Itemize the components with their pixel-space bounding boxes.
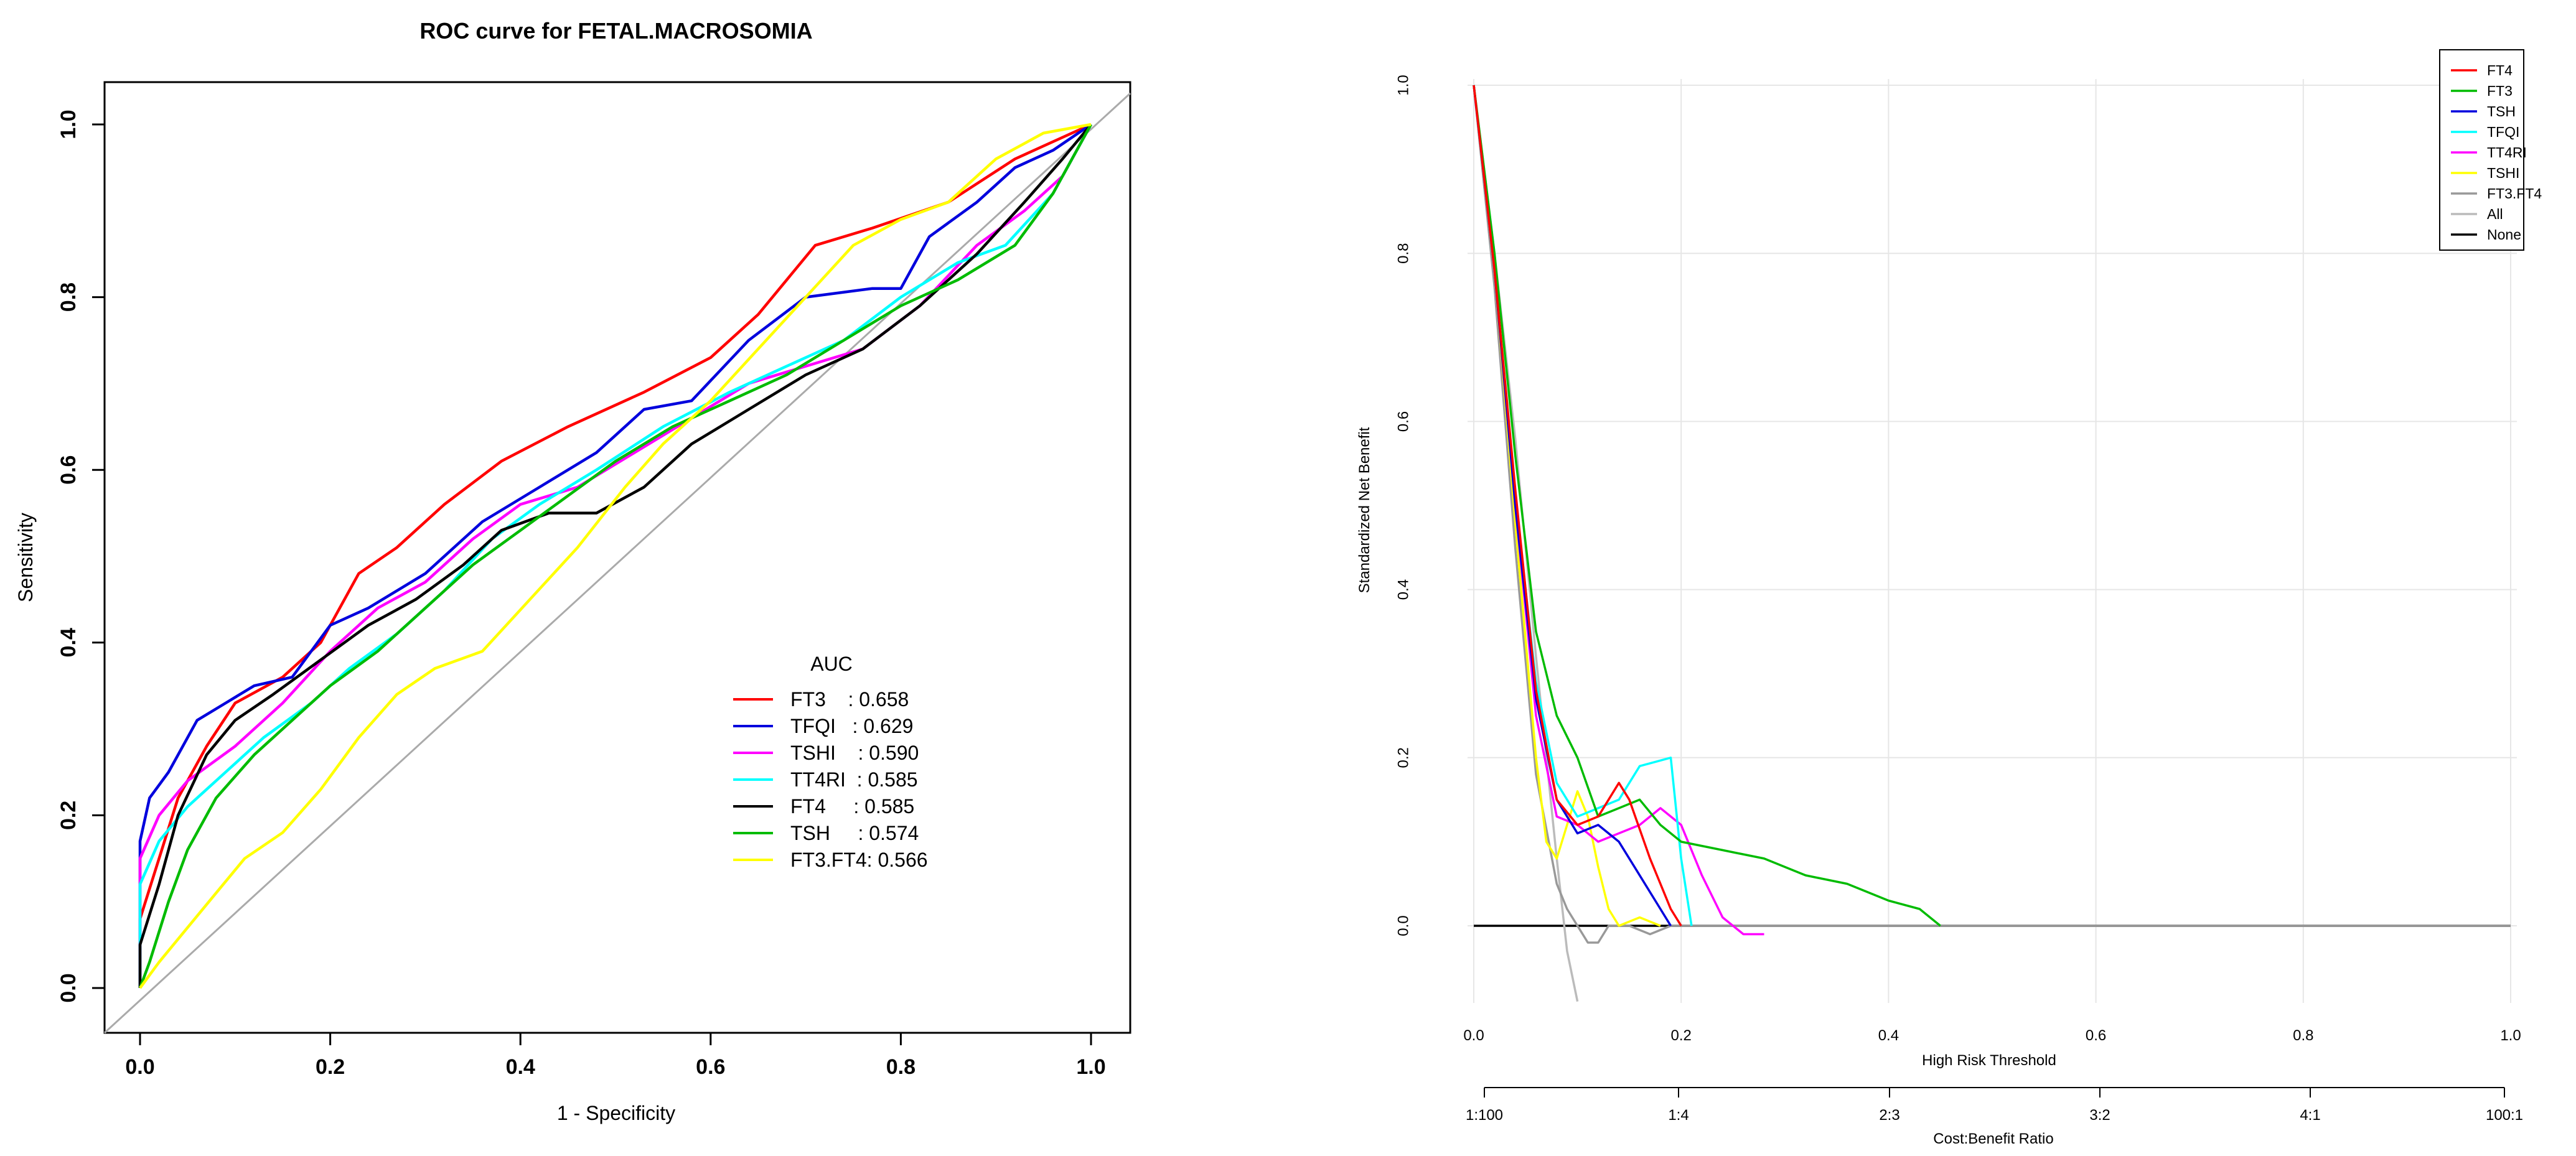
roc-legend-label-ft4: FT4 : 0.585 [790,795,914,818]
roc-y-tick-label: 0.4 [57,628,80,657]
cost-benefit-tick-label: 100:1 [2486,1107,2523,1124]
cost-benefit-axis: 1:100 1:4 2:3 3:2 4:1 100:1 [1466,1087,2523,1124]
dca-legend-label-none: None [2487,226,2521,243]
dca-x-tick-label: 0.0 [1463,1027,1484,1044]
roc-y-tick-label: 0.8 [57,282,80,312]
roc-legend-label-tfqi: TFQI : 0.629 [790,715,913,737]
roc-y-tick-label: 1.0 [57,110,80,139]
dca-chart: 0.0 0.2 0.4 0.6 0.8 1.0 0.0 0.2 0.4 0.6 0.8 1.0 Hi… [1356,49,2542,1147]
roc-diagonal [103,92,1131,1034]
roc-series-line-tfqi [138,123,1092,988]
roc-legend-label-tshi: TSHI : 0.590 [790,742,919,764]
roc-chart: ROC curve for FETAL.MACROSOMIA 0.0 0.2 0.4… [14,18,1131,1124]
roc-legend-label-tt4ri: TT4RI : 0.585 [790,768,918,791]
dca-x-tick-label: 0.8 [2293,1027,2313,1044]
dca-legend: FT4 FT3 TSH TFQI TT4RI TSHI FT3.FT4 All None [2439,49,2542,251]
dca-x-axis-label: High Risk Threshold [1922,1052,2056,1069]
dca-y-axis: 0.0 0.2 0.4 0.6 0.8 1.0 [1395,75,1412,936]
dca-series-group [1473,85,2511,1002]
dca-y-tick-label: 0.2 [1395,747,1412,768]
roc-y-tick-label: 0.2 [57,801,80,830]
dca-legend-label-tsh: TSH [2487,103,2516,119]
dca-legend-label-all: All [2487,206,2503,222]
roc-title: ROC curve for FETAL.MACROSOMIA [419,18,812,44]
dca-legend-label-ft4: FT4 [2487,62,2513,78]
roc-series-line-tsh [138,123,1092,989]
roc-x-tick-label: 0.0 [125,1055,154,1079]
roc-series-line-tshi [138,123,1092,988]
roc-x-tick-label: 0.8 [886,1055,916,1079]
dca-legend-label-tfqi: TFQI [2487,124,2519,140]
roc-legend-label-ft3-ft4: FT3.FT4: 0.566 [790,849,928,871]
roc-series-line-ft4 [138,123,1092,988]
roc-y-tick-label: 0.6 [57,455,80,485]
roc-series-line-ft3-ft4 [139,123,1092,989]
dca-y-axis-label: Standardized Net Benefit [1356,427,1373,593]
dca-x-tick-label: 0.4 [1878,1027,1899,1044]
dca-legend-label-ft3: FT3 [2487,83,2513,99]
cost-benefit-tick-label: 3:2 [2089,1107,2110,1124]
dca-y-tick-label: 0.8 [1395,243,1412,264]
dca-y-tick-label: 0.0 [1395,915,1412,936]
roc-legend-title: AUC [810,653,853,675]
cost-benefit-tick-label: 1:100 [1466,1107,1503,1124]
roc-legend: AUC FT3 : 0.658 TFQI : 0.629 TSHI : 0.590 T… [733,653,928,871]
dca-grid [1468,79,2517,1003]
dca-x-tick-label: 0.2 [1671,1027,1692,1044]
dca-x-tick-label: 1.0 [2500,1027,2521,1044]
cost-benefit-tick-label: 4:1 [2300,1107,2320,1124]
dca-series-line-ft4 [1473,85,1682,926]
roc-legend-label-tsh: TSH : 0.574 [790,822,919,844]
dca-y-tick-label: 0.6 [1395,411,1412,432]
roc-y-tick-label: 0.0 [57,973,80,1002]
cost-benefit-axis-label: Cost:Benefit Ratio [1933,1130,2053,1147]
dca-legend-label-ft3-ft4: FT3.FT4 [2487,185,2542,202]
cost-benefit-tick-label: 1:4 [1668,1107,1688,1124]
roc-x-axis: 0.0 0.2 0.4 0.6 0.8 1.0 [125,1032,1106,1079]
dca-series-line-tfqi [1473,85,1693,926]
roc-series-line-ft3 [138,123,1092,988]
cost-benefit-tick-label: 2:3 [1879,1107,1899,1124]
dca-legend-label-tshi: TSHI [2487,165,2519,181]
roc-x-axis-label: 1 - Specificity [557,1102,675,1124]
dca-series-line-ft3-ft4 [1473,85,2511,944]
dca-legend-label-tt4ri: TT4RI [2487,144,2527,161]
dca-x-axis: 0.0 0.2 0.4 0.6 0.8 1.0 [1463,1027,2521,1044]
dca-series-line-tsh [1473,85,1672,926]
roc-x-tick-label: 0.6 [696,1055,725,1079]
roc-y-axis-label: Sensitivity [14,513,37,602]
roc-x-tick-label: 0.2 [316,1055,345,1079]
roc-legend-label-ft3: FT3 : 0.658 [790,688,909,711]
dca-y-tick-label: 1.0 [1395,75,1412,95]
dca-y-tick-label: 0.4 [1395,579,1412,600]
dca-series-line-ft3 [1473,85,1941,927]
roc-x-tick-label: 0.4 [506,1055,535,1079]
dca-legend-box [2439,49,2524,251]
roc-plot-frame [103,81,1131,1034]
roc-series-line-tt4ri [138,123,1092,988]
roc-series-group [138,123,1092,989]
roc-y-axis: 0.0 0.2 0.4 0.6 0.8 1.0 [57,110,106,1003]
roc-x-tick-label: 1.0 [1076,1055,1105,1079]
dca-x-tick-label: 0.6 [2086,1027,2106,1044]
